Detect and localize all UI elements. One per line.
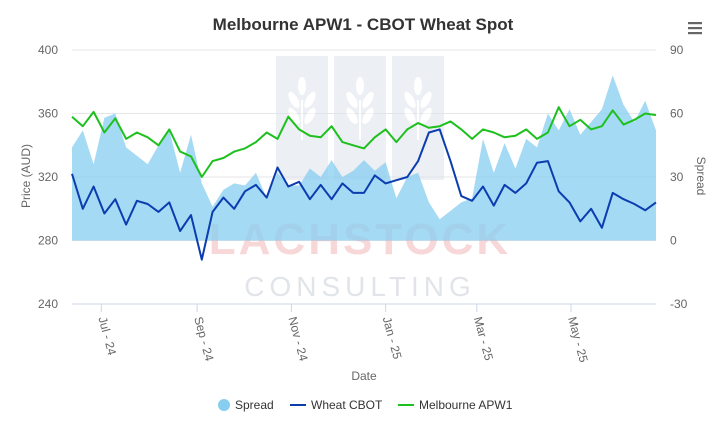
x-tick-label: Jan - 25	[380, 315, 405, 361]
y-left-tick-label: 240	[38, 297, 58, 311]
y-right-tick-label: 60	[670, 107, 684, 121]
legend-label-spread: Spread	[235, 398, 274, 412]
watermark-text-consulting: CONSULTING	[244, 271, 476, 302]
series-layer	[71, 75, 657, 261]
y-right-tick-label: 90	[670, 43, 684, 57]
series-area-spread	[72, 75, 656, 241]
legend-label-wheat-cbot: Wheat CBOT	[311, 398, 383, 412]
x-tick-label: Nov - 24	[285, 315, 310, 363]
y-left-tick-label: 360	[38, 107, 58, 121]
x-tick-label: May - 25	[565, 315, 591, 364]
series-line-melbourne-apw1	[71, 106, 657, 178]
wheat-icon	[288, 77, 432, 140]
y-right-tick-label: 30	[670, 170, 684, 184]
legend-label-melbourne-apw1: Melbourne APW1	[419, 398, 513, 412]
y-left-tick-label: 280	[38, 234, 58, 248]
series-line-wheat-cbot	[71, 128, 657, 261]
hamburger-menu-icon[interactable]	[684, 18, 706, 38]
legend: Spread Wheat CBOT Melbourne APW1	[218, 398, 513, 412]
x-tick-label: Sep - 24	[191, 315, 216, 363]
legend-marker-spread	[218, 399, 230, 411]
y-right-tick-label: 0	[670, 234, 677, 248]
y-axis-left-title: Price (AUD)	[19, 144, 33, 208]
y-left-tick-label: 320	[38, 170, 58, 184]
y-left-tick-label: 400	[38, 43, 58, 57]
x-axis-title: Date	[351, 369, 377, 383]
legend-item-spread[interactable]: Spread	[218, 398, 274, 412]
y-right-tick-label: -30	[670, 297, 688, 311]
legend-item-wheat-cbot[interactable]: Wheat CBOT	[290, 398, 383, 412]
x-tick-label: Mar - 25	[471, 315, 496, 362]
x-tick-label: Jul - 24	[95, 315, 119, 357]
chart-title: Melbourne APW1 - CBOT Wheat Spot	[213, 15, 514, 34]
y-axis-right-title: Spread	[694, 157, 708, 196]
legend-item-melbourne-apw1[interactable]: Melbourne APW1	[398, 398, 513, 412]
